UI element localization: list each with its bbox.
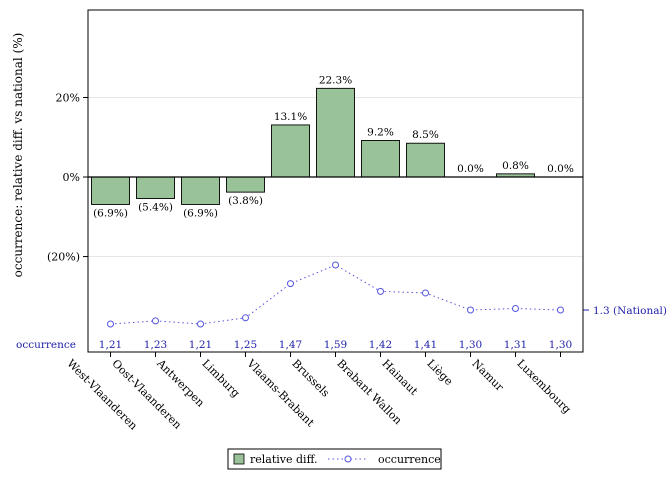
y-tick-label: 0% [63,171,80,184]
y-tick-label: 20% [56,91,80,104]
bar-value-label: (5.4%) [138,201,173,213]
occurrence-marker [197,320,204,328]
bar-value-label: 0.0% [457,163,484,175]
legend-label: relative diff. [250,453,317,466]
bar [406,142,445,178]
occurrence-marker [107,320,114,328]
occurrence-value-label: 1,47 [279,339,302,351]
occurrence-marker [512,304,519,312]
occurrence-value-label: 1,59 [324,339,347,351]
bar [316,87,355,178]
bar-value-label: (6.9%) [93,207,128,219]
bar-value-label: (6.9%) [183,207,218,219]
occurrence-value-label: 1,30 [459,339,482,351]
occurrence-value-label: 1,23 [144,339,167,351]
y-axis-label: occurrence: relative diff. vs national (… [11,33,25,278]
category-label: Luxembourg [514,357,573,416]
occurrence-value-label: 1,31 [504,339,527,351]
bar [226,176,265,193]
occurrence-marker [467,306,474,314]
occurrence-value-label: 1,25 [234,339,257,351]
legend-box [227,448,442,470]
bar [136,176,175,199]
bar-value-label: 0.8% [502,160,529,172]
category-label: Namur [469,357,506,394]
occurrence-value-label: 1,42 [369,339,392,351]
occurrence-marker [152,317,159,325]
bar [271,124,310,178]
category-label: Liège [424,357,455,388]
category-label: Brussels [289,357,332,400]
occurrence-marker [557,306,564,314]
occurrence-value-label: 1,21 [99,339,122,351]
occurrence-marker [422,289,429,297]
legend-bar-swatch [233,453,245,465]
category-label: Limburg [199,357,242,400]
bar [361,139,400,178]
bar-value-label: 22.3% [319,74,352,86]
occurrence-line [110,264,561,325]
y-tick-label: (20%) [47,251,80,264]
occurrence-marker [242,314,249,322]
occurrence-marker [377,287,384,295]
bar-value-label: 0.0% [547,163,574,175]
legend-label: occurrence [378,453,441,466]
national-label: 1.3 (National) [593,305,667,317]
bar [181,176,220,205]
bar-value-label: 13.1% [274,111,307,123]
occurrence-value-label: 1,21 [189,339,212,351]
legend-marker-swatch [344,455,352,463]
occurrence-value-label: 1,41 [414,339,437,351]
bar-value-label: 9.2% [367,126,394,138]
bar-value-label: (3.8%) [228,195,263,207]
bar [91,176,130,205]
category-label: Hainaut [379,357,420,398]
occurrence-value-label: 1,30 [549,339,572,351]
occurrence-marker [287,280,294,288]
occurrence-row-label: occurrence [16,339,76,351]
occurrence-marker [332,261,339,269]
bar-value-label: 8.5% [412,129,439,141]
